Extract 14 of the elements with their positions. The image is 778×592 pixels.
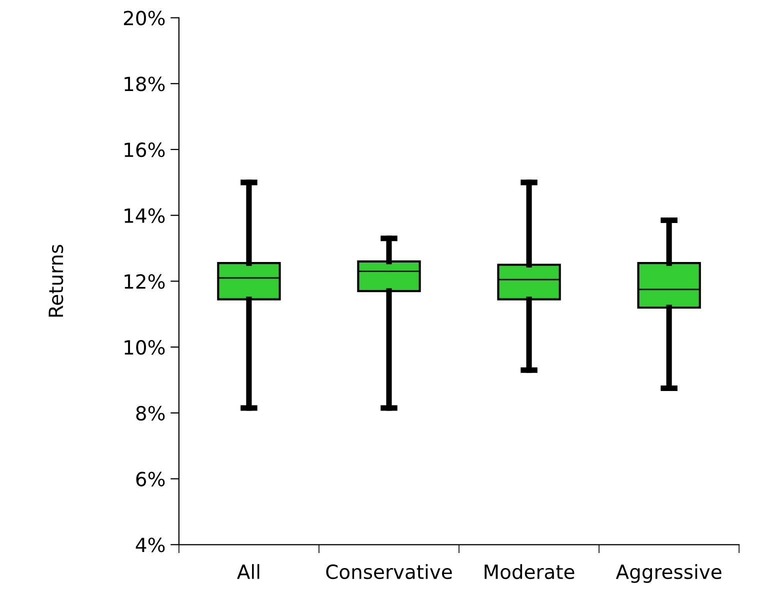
y-tick-label: 14% (124, 208, 165, 224)
y-tick-label: 12% (124, 274, 165, 289)
y-axis-title: Returns (48, 244, 64, 317)
y-tick-label: 8% (136, 406, 165, 421)
y-tick-label: 18% (124, 76, 165, 92)
y-tick-label: 10% (124, 340, 165, 355)
x-tick-label: Conservative (326, 564, 452, 580)
y-tick-label: 4% (136, 538, 165, 552)
y-tick-label: 6% (136, 472, 165, 486)
x-tick-label: Aggressive (616, 564, 722, 583)
y-tick-label: 16% (124, 142, 165, 158)
x-tick-label: All (237, 564, 260, 579)
y-tick-label: 20% (124, 10, 165, 26)
x-tick-label: Moderate (484, 564, 574, 580)
